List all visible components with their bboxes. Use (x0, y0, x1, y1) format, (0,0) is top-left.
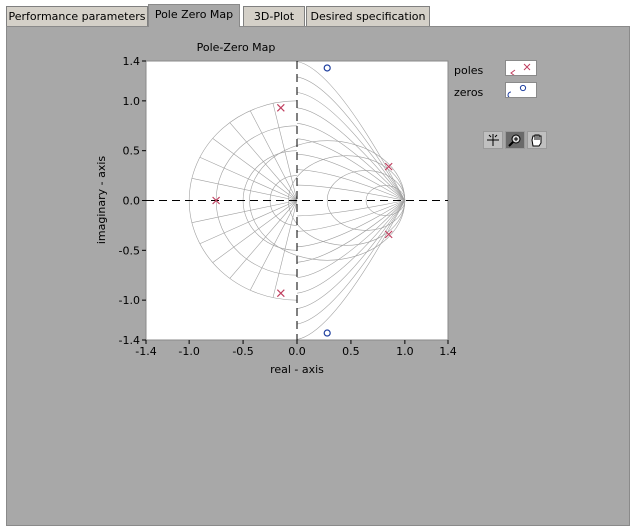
legend-label-poles: poles (454, 64, 484, 77)
grid-damping-ray (199, 156, 298, 201)
x-tick-label: 1.0 (396, 345, 414, 358)
pole-x-icon (510, 63, 531, 75)
legend-swatch-poles[interactable] (505, 60, 537, 76)
pole-marker[interactable] (276, 289, 285, 298)
y-tick-label: 0.5 (123, 145, 141, 158)
grid-z-curve (296, 107, 406, 201)
pole-marker[interactable] (276, 103, 285, 112)
pole-marker[interactable] (384, 162, 393, 171)
grid-z-loop (249, 140, 406, 261)
grid-z-curve (296, 92, 406, 201)
y-tick-label: 0.0 (123, 195, 141, 208)
y-tick-label: -1.4 (119, 334, 140, 347)
grid-z-curve (296, 153, 406, 201)
origin-axes (146, 61, 448, 340)
grid-damping-ray (212, 138, 298, 201)
pole-marker[interactable] (384, 230, 393, 239)
grid-z-curve (296, 200, 405, 232)
tab-3d-plot[interactable]: 3D-Plot (243, 6, 305, 26)
magnifier-icon (508, 134, 521, 147)
grid-damping-ray (229, 122, 298, 201)
y-tick-label: 1.0 (123, 95, 141, 108)
grid-damping-ray (272, 103, 298, 201)
x-tick-label: -0.5 (232, 345, 253, 358)
pole-marker[interactable] (212, 196, 221, 205)
y-tick-label: -1.0 (119, 294, 140, 307)
s-plane-grid (188, 61, 406, 340)
grid-z-curve (296, 169, 405, 201)
axis-ticks: -1.4 -1.0 -0.5 0.0 0.5 1.0 1.4 1.4 1.0 0.5 0.0 -0.5… (119, 55, 457, 358)
zero-marker[interactable] (323, 64, 331, 72)
x-tick-label: -1.0 (178, 345, 199, 358)
tab-pole-zero-map[interactable]: Pole Zero Map (148, 4, 240, 27)
grid-damping-ray (272, 200, 298, 298)
grid-z-curve (296, 184, 405, 201)
grid-z-curve (296, 61, 406, 201)
grid-damping-ray (191, 178, 298, 201)
grid-damping-ray (249, 200, 298, 291)
x-axis-label: real - axis (270, 363, 324, 376)
grid-damping-ray (212, 200, 298, 263)
x-tick-label: -1.4 (135, 345, 156, 358)
grid-damping-ray (229, 200, 298, 279)
tab-desired-specification[interactable]: Desired specification (306, 6, 430, 26)
grid-z-curve (296, 200, 406, 248)
grid-z-curve (296, 200, 406, 279)
grid-damping-ray (199, 200, 298, 245)
y-tick-label: 1.4 (123, 55, 141, 68)
x-tick-label: 0.0 (288, 345, 306, 358)
tab-bar: Performance parameters Pole Zero Map 3D-… (6, 4, 430, 27)
legend-swatch-zeros[interactable] (505, 82, 537, 98)
grid-z-curve (296, 122, 406, 201)
grid-z-curve (296, 200, 405, 217)
grid-damping-ray (191, 200, 298, 223)
zero-circle-icon (507, 84, 527, 97)
y-axis-label: imaginary - axis (95, 156, 108, 245)
grid-z-curve (296, 200, 406, 340)
x-tick-label: 0.5 (342, 345, 360, 358)
grid-z-curve (296, 200, 406, 309)
chart-title: Pole-Zero Map (197, 41, 276, 54)
grid-damping-ray (249, 110, 298, 201)
zero-marker[interactable] (323, 329, 331, 337)
pole-zero-marks (212, 64, 393, 337)
legend-label-zeros: zeros (454, 86, 484, 99)
tab-performance-parameters[interactable]: Performance parameters (6, 6, 148, 26)
hand-icon (531, 134, 542, 147)
grid-z-curve (296, 76, 406, 201)
crosshair-icon (487, 134, 499, 146)
zoom-tool-button[interactable] (505, 131, 525, 149)
grid-z-curve (296, 200, 406, 325)
grid-z-curve (296, 200, 406, 294)
x-tick-label: 1.4 (439, 345, 457, 358)
pan-hand-button[interactable] (527, 131, 547, 149)
crosshair-cursor-button[interactable] (483, 131, 503, 149)
graph-palette (483, 131, 553, 149)
y-tick-label: -0.5 (119, 244, 140, 257)
